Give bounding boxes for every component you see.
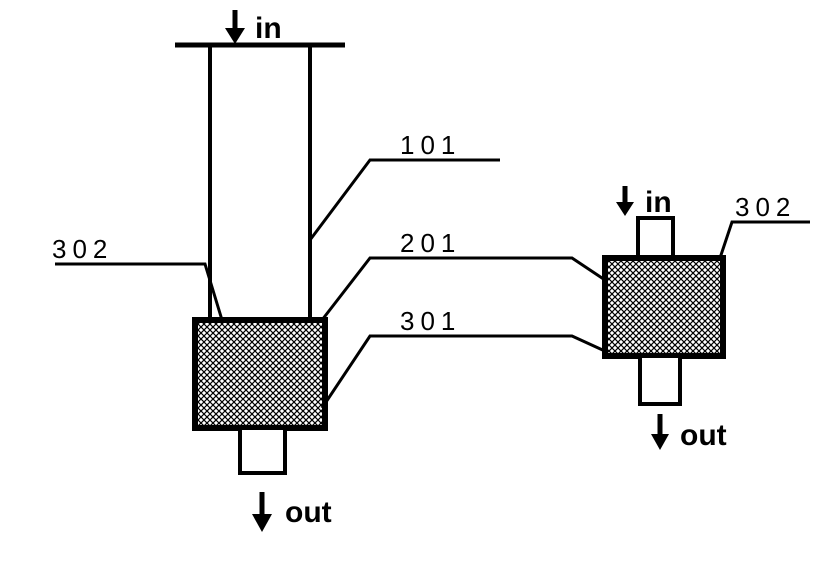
left-out-label: out [285,496,332,529]
diagram-canvas: in out in out 302 [0,0,831,574]
left-unit: in out [175,10,345,532]
ref-302-left: 302 [52,234,113,264]
right-inlet [638,218,673,258]
left-in-label: in [255,12,282,45]
callout-301-line-right [500,336,607,352]
callout-301-line-left [322,336,500,408]
right-out-arrow [651,414,669,450]
callout-201-line-right [500,258,605,280]
ref-101: 101 [400,130,461,160]
left-outlet [240,428,285,473]
right-outlet [640,356,680,404]
callout-302-right-line [720,222,810,258]
right-in-arrow [616,186,634,216]
ref-201: 201 [400,228,461,258]
right-unit: in out [605,186,727,452]
right-out-label: out [680,419,727,452]
callout-302-left-line [55,264,222,320]
ref-302-right: 302 [735,192,796,222]
left-in-arrow [225,10,245,44]
right-hatch-box [605,258,723,356]
left-hatch-box [195,320,325,428]
left-out-arrow [252,492,272,532]
right-in-label: in [645,186,672,219]
ref-301: 301 [400,306,461,336]
